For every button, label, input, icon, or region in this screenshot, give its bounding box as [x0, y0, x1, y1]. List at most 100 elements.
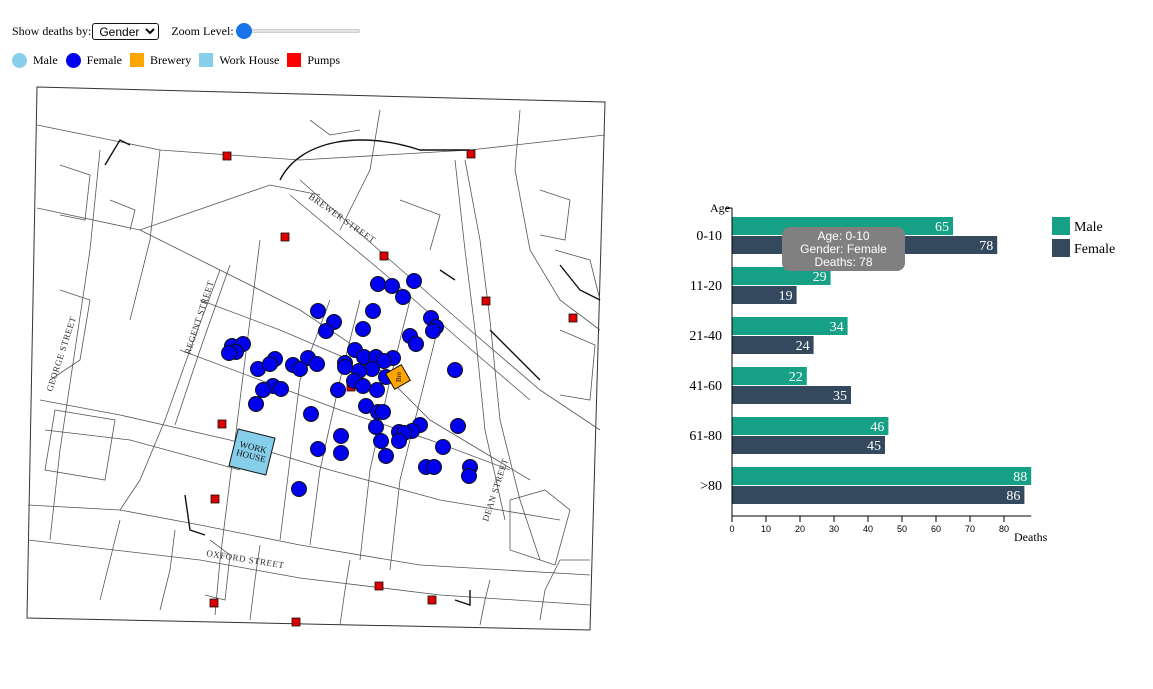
- death-marker-female[interactable]: [365, 303, 381, 319]
- death-marker-female[interactable]: [406, 273, 422, 289]
- death-marker-female[interactable]: [378, 448, 394, 464]
- bar-male[interactable]: [732, 317, 848, 335]
- female-swatch-icon: [65, 52, 81, 68]
- death-marker-female[interactable]: [426, 459, 442, 475]
- chart-legend-label-male: Male: [1074, 220, 1103, 235]
- pump-marker[interactable]: [568, 313, 578, 323]
- bar-value-label: 24: [796, 339, 810, 354]
- bar-male[interactable]: [732, 467, 1032, 485]
- bar-female[interactable]: [732, 286, 797, 304]
- x-tick-label: 80: [999, 524, 1009, 534]
- x-tick-label: 50: [897, 524, 907, 534]
- pump-marker[interactable]: [379, 251, 389, 261]
- death-marker-female[interactable]: [309, 356, 325, 372]
- street-label-george: GEORGE STREET: [44, 315, 78, 393]
- show-deaths-label: Show deaths by:: [12, 23, 92, 38]
- death-marker-female[interactable]: [373, 433, 389, 449]
- death-marker-female[interactable]: [248, 396, 264, 412]
- bar-male[interactable]: [732, 417, 889, 435]
- pump-marker[interactable]: [217, 419, 227, 429]
- workhouse-marker[interactable]: WORK HOUSE: [228, 428, 276, 476]
- deaths-by-age-chart: 65 78 29 19 34 24 22 35 46 45 88 86 0-10 11-20 21-40 4…: [689, 201, 1115, 544]
- death-marker-female[interactable]: [408, 336, 424, 352]
- pump-marker[interactable]: [481, 296, 491, 306]
- map-legend: Male Female Brewery Work House Pumps: [12, 50, 348, 70]
- death-marker-female[interactable]: [435, 439, 451, 455]
- bar-female[interactable]: [732, 436, 885, 454]
- death-marker-female[interactable]: [310, 441, 326, 457]
- soho-map[interactable]: BREWER STREET REGENT STREET GEORGE STREE…: [0, 80, 620, 650]
- legend-label-brewery: Brewery: [149, 52, 192, 67]
- death-marker-female[interactable]: [376, 353, 392, 369]
- chart-legend-swatch-male: [1052, 217, 1070, 235]
- bar-female[interactable]: [732, 336, 814, 354]
- death-marker-female[interactable]: [355, 321, 371, 337]
- legend-label-male: Male: [33, 52, 58, 67]
- y-tick-label: 21-40: [689, 329, 722, 344]
- death-marker-female[interactable]: [221, 345, 237, 361]
- death-marker-female[interactable]: [291, 481, 307, 497]
- street-label-oxford: OXFORD STREET: [206, 548, 285, 570]
- zoom-slider-thumb[interactable]: [235, 23, 252, 39]
- death-marker-female[interactable]: [369, 382, 385, 398]
- death-marker-female[interactable]: [333, 445, 349, 461]
- x-axis-title: Deaths: [1014, 530, 1048, 544]
- chart-legend-swatch-female: [1052, 239, 1070, 257]
- death-marker-female[interactable]: [292, 361, 308, 377]
- pump-marker[interactable]: [209, 598, 219, 608]
- death-marker-female[interactable]: [303, 406, 319, 422]
- pump-marker[interactable]: [210, 494, 220, 504]
- brewery-marker[interactable]: Bre: [385, 364, 411, 390]
- death-marker-female[interactable]: [310, 303, 326, 319]
- chart-legend-label-female: Female: [1074, 242, 1115, 257]
- pump-marker[interactable]: [222, 151, 232, 161]
- pump-marker[interactable]: [291, 617, 301, 627]
- death-marker-female[interactable]: [273, 381, 289, 397]
- death-marker-female[interactable]: [391, 433, 407, 449]
- street-label-dean: DEAN STREET: [480, 457, 510, 523]
- bar-male[interactable]: [732, 367, 807, 385]
- pump-marker[interactable]: [427, 595, 437, 605]
- pump-marker[interactable]: [374, 581, 384, 591]
- death-marker-female[interactable]: [395, 289, 411, 305]
- street-label-regent: REGENT STREET: [182, 279, 215, 355]
- death-marker-female[interactable]: [318, 323, 334, 339]
- zoom-slider-track[interactable]: [239, 29, 360, 33]
- bar-female[interactable]: [732, 386, 851, 404]
- legend-item-brewery: Brewery: [129, 52, 192, 68]
- death-marker-female[interactable]: [461, 468, 477, 484]
- x-tick-label: 70: [965, 524, 975, 534]
- death-marker-female[interactable]: [384, 278, 400, 294]
- pump-marker[interactable]: [466, 149, 476, 159]
- pump-marker[interactable]: [280, 232, 290, 242]
- death-marker-female[interactable]: [337, 359, 353, 375]
- legend-item-workhouse: Work House: [199, 53, 279, 68]
- death-marker-female[interactable]: [355, 378, 371, 394]
- workhouse-swatch-icon: [199, 53, 214, 67]
- death-marker-female[interactable]: [368, 419, 384, 435]
- show-deaths-select[interactable]: Gender: [92, 22, 160, 40]
- death-marker-female[interactable]: [447, 362, 463, 378]
- controls-bar: Show deaths by: Gender Zoom Level:: [12, 20, 362, 42]
- x-tick-label: 40: [863, 524, 873, 534]
- bar-value-label: 78: [979, 239, 993, 254]
- death-marker-female[interactable]: [262, 356, 278, 372]
- bar-female[interactable]: [732, 486, 1025, 504]
- brewery-swatch-icon: [129, 53, 144, 67]
- bar-male[interactable]: [732, 267, 831, 285]
- legend-item-male: Male: [12, 52, 58, 68]
- death-marker-female[interactable]: [330, 382, 346, 398]
- legend-label-pumps: Pumps: [307, 52, 341, 67]
- zoom-slider[interactable]: [235, 23, 362, 39]
- death-marker-female[interactable]: [450, 418, 466, 434]
- death-marker-female[interactable]: [364, 361, 380, 377]
- bar-value-label: 86: [1006, 489, 1020, 504]
- death-marker-female[interactable]: [375, 404, 391, 420]
- death-marker-female[interactable]: [370, 276, 386, 292]
- y-tick-label: 61-80: [689, 429, 722, 444]
- y-tick-label: >80: [700, 479, 722, 494]
- death-marker-female[interactable]: [425, 323, 441, 339]
- death-marker-female[interactable]: [333, 428, 349, 444]
- death-marker-female[interactable]: [255, 382, 271, 398]
- pump-swatch-icon: [287, 53, 302, 67]
